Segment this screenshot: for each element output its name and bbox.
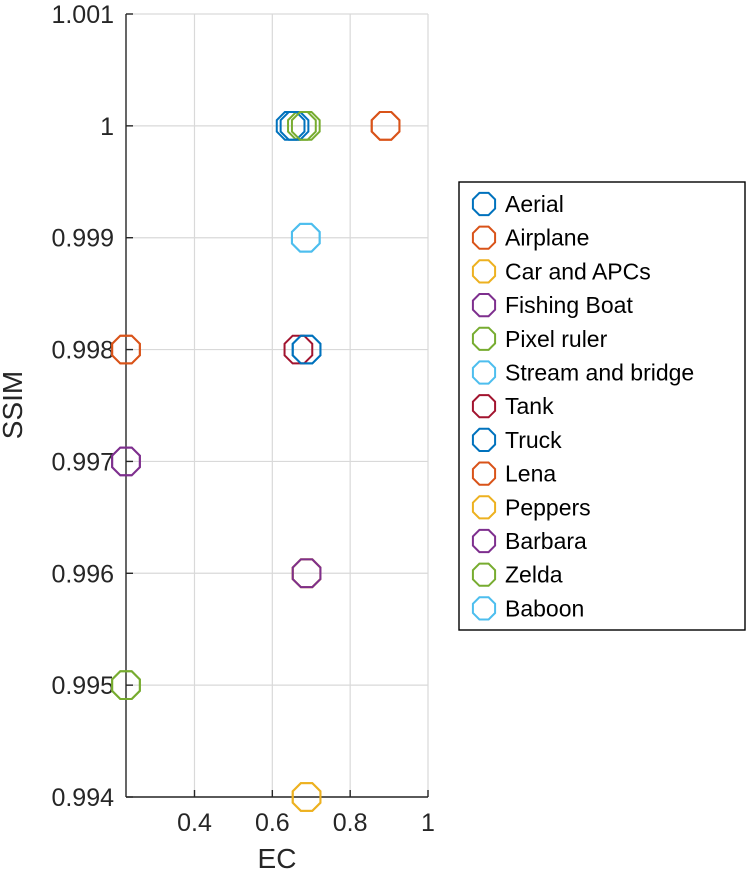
- legend-box: [458, 181, 746, 631]
- legend-label-zelda: Zelda: [505, 562, 563, 588]
- point-truck-0: [279, 111, 310, 141]
- legend-marker-pixel-ruler: [471, 326, 497, 351]
- x-tick-label-3: 1: [421, 809, 435, 837]
- y-tick-label-0: 0.994: [51, 784, 114, 812]
- legend-marker-car-and-apcs: [471, 259, 497, 284]
- legend-label-baboon: Baboon: [505, 595, 584, 621]
- legend-marker-stream-and-bridge: [471, 360, 497, 385]
- y-tick-label-7: 1.001: [51, 1, 114, 29]
- point-lena-1: [111, 334, 141, 365]
- legend-label-tank: Tank: [505, 393, 554, 419]
- y-tick-label-1: 0.995: [51, 672, 114, 700]
- x-tick-label-1: 0.6: [255, 809, 290, 837]
- legend-marker-aerial: [471, 191, 497, 217]
- point-lena-0: [370, 111, 401, 141]
- point-zelda-1: [111, 670, 141, 700]
- y-tick-label-2: 0.996: [51, 560, 114, 588]
- data-points: [111, 111, 401, 812]
- legend-label-peppers: Peppers: [505, 494, 591, 520]
- legend-marker-barbara: [471, 528, 497, 554]
- x-tick-label-2: 0.8: [333, 809, 368, 837]
- y-tick-label-3: 0.997: [51, 448, 114, 476]
- y-tick-label-5: 0.999: [51, 225, 114, 253]
- legend-label-barbara: Barbara: [505, 528, 587, 554]
- legend-marker-truck: [471, 427, 497, 452]
- legend-label-lena: Lena: [505, 461, 556, 487]
- y-tick-label-6: 1: [100, 113, 114, 141]
- point-barbara-0: [111, 446, 141, 477]
- legend-label-fishing-boat: Fishing Boat: [505, 292, 633, 318]
- y-tick-label-4: 0.998: [51, 337, 114, 365]
- legend-label-aerial: Aerial: [505, 191, 564, 217]
- legend-label-pixel-ruler: Pixel ruler: [505, 326, 608, 352]
- point-truck-1: [291, 334, 322, 365]
- point-baboon-0: [290, 222, 321, 253]
- legend-marker-baboon: [471, 596, 497, 621]
- legend-marker-zelda: [471, 562, 497, 587]
- x-axis-label: EC: [258, 843, 297, 874]
- x-tick-label-0: 0.4: [177, 809, 212, 837]
- y-axis-label: SSIM: [0, 371, 28, 439]
- point-barbara-1: [291, 558, 322, 589]
- legend-marker-tank: [471, 394, 497, 419]
- legend-label-car-and-apcs: Car and APCs: [505, 258, 651, 284]
- tick-labels: 0.4 0.6 0.8 1 0.994 0.995 0.996 0.997 0.998 0.999…: [51, 1, 435, 837]
- legend-marker-airplane: [471, 225, 497, 250]
- point-peppers-1: [291, 782, 322, 812]
- legend-label-stream-and-bridge: Stream and bridge: [505, 360, 694, 386]
- legend: Aerial Airplane Car and APCs Fishing Boat Pi…: [458, 181, 746, 631]
- legend-marker-peppers: [471, 495, 497, 520]
- legend-label-airplane: Airplane: [505, 225, 589, 251]
- legend-marker-lena: [471, 461, 497, 486]
- legend-marker-fishing-boat: [471, 293, 497, 318]
- point-zelda-0: [290, 111, 321, 141]
- legend-label-truck: Truck: [505, 427, 562, 453]
- axes: [125, 13, 429, 798]
